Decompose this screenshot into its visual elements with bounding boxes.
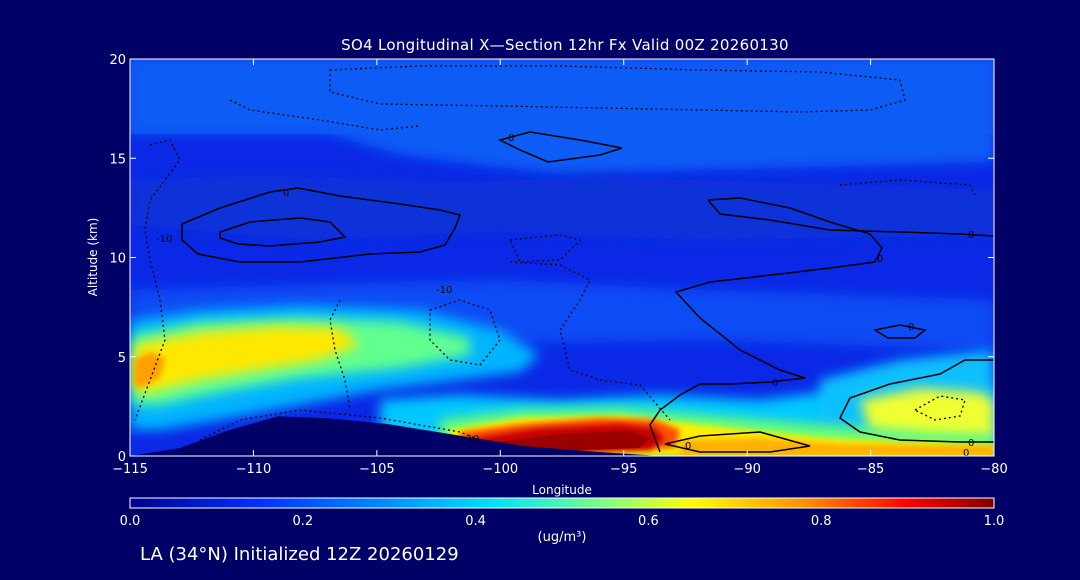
x-tick-label: −100 [482,462,518,477]
x-tick-label: −95 [610,462,637,477]
colorbar-tick-label: 0.4 [465,514,486,529]
colorbar-tick-label: 0.6 [638,514,659,529]
contour-dotted-top-loop [329,65,906,113]
y-tick-label: 20 [109,53,126,68]
contour-label: 0 [877,254,883,265]
contour-dotted-right [839,179,976,196]
y-tick-label: 5 [118,351,126,366]
contour-label: 0 [963,448,969,459]
contour-solid-low [649,383,701,453]
field-mid-blue [130,175,994,240]
x-axis-title: Longitude [532,483,592,497]
contours-dotted [134,65,976,441]
x-tick-label: −90 [733,462,760,477]
x-tick-label: −85 [857,462,884,477]
x-axis: −115 −110 −105 −100 −95 −90 −85 −80 [112,59,1008,477]
terrain-mask [130,416,661,456]
field-hotspot-core [490,431,650,451]
contour-dotted-low [199,409,481,441]
contour-label: -10 [463,434,479,445]
contour-solid-inner [219,217,347,247]
contour-label: 0 [968,230,974,241]
contour-dotted-left [134,139,181,421]
contour-label: 0 [508,133,514,144]
contour-solid-upper-left [181,187,462,263]
contour-dotted-mid [429,299,501,366]
contour-label: 0 [685,441,691,452]
contour-dotted-center2 [509,261,671,421]
plot-title: SO4 Longitudinal X—Section 12hr Fx Valid… [341,36,789,54]
contours-solid [181,131,994,453]
contour-solid-small [872,324,927,339]
contour-solid-right [674,197,883,385]
contour-label: 0 [908,322,914,333]
field-plume-yellow [134,326,360,392]
contour-label: 0 [968,438,974,449]
contour-solid-right-top [707,199,994,237]
x-tick-label: −110 [236,462,272,477]
y-tick-label: 10 [109,252,126,267]
plot-area: 0 0 0 0 0 0 0 0 0 -10 -10 -10 [130,59,994,459]
init-footer: LA (34°N) Initialized 12Z 20260129 [140,544,459,565]
field-plume-orange [134,352,165,388]
field-upper-light [130,59,994,175]
y-axis: 0 5 10 15 20 [109,53,994,465]
contour-solid-surface [664,431,811,453]
contour-solid-top [497,131,623,163]
y-tick-label: 0 [118,450,126,465]
contour-dotted-center [509,234,582,263]
colorbar-units: (ug/m³) [538,530,587,545]
colorbar-tick-label: 1.0 [984,514,1005,529]
contour-label: -10 [156,234,172,245]
colorbar [129,497,995,509]
contour-labels: 0 0 0 0 0 0 0 0 0 -10 -10 -10 [156,133,974,459]
contour-label: 0 [772,378,778,389]
colorbar-tick-label: 0.2 [292,514,313,529]
field-east-yellow [860,388,994,440]
x-tick-label: −80 [980,462,1007,477]
contour-label: -10 [436,285,452,296]
x-tick-label: −105 [359,462,395,477]
y-axis-title: Altitude (km) [86,218,100,297]
contour-solid-east [839,359,994,443]
y-tick-label: 15 [109,152,126,167]
contour-label: 0 [283,188,289,199]
x-tick-label: −115 [112,462,148,477]
colorbar-tick-label: 0.8 [811,514,832,529]
colorbar-ticks: 0.0 0.2 0.4 0.6 0.8 1.0 [120,514,1005,529]
colorbar-tick-label: 0.0 [120,514,141,529]
